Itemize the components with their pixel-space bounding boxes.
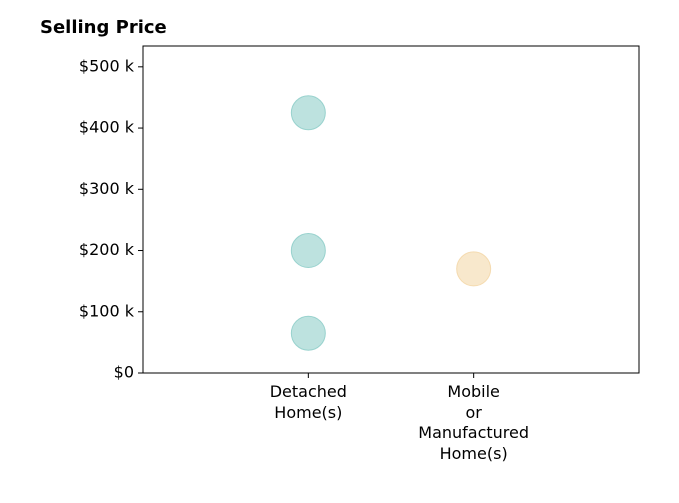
- y-tick-label: $0: [114, 363, 134, 382]
- point: [456, 251, 492, 287]
- y-tick-label: $300 k: [79, 179, 135, 198]
- plot-frame: [142, 45, 640, 374]
- y-tick-label: $500 k: [79, 56, 135, 75]
- y-tick-label: $400 k: [79, 118, 135, 137]
- x-tick-label: Detached Home(s): [269, 382, 347, 422]
- point: [290, 315, 326, 351]
- y-tick-label: $100 k: [79, 301, 135, 320]
- y-tick-label: $200 k: [79, 240, 135, 259]
- chart-title: Selling Price: [40, 17, 167, 38]
- point: [290, 233, 326, 269]
- x-tick-label: Mobile or Manufactured Home(s): [418, 382, 530, 463]
- point: [290, 95, 326, 131]
